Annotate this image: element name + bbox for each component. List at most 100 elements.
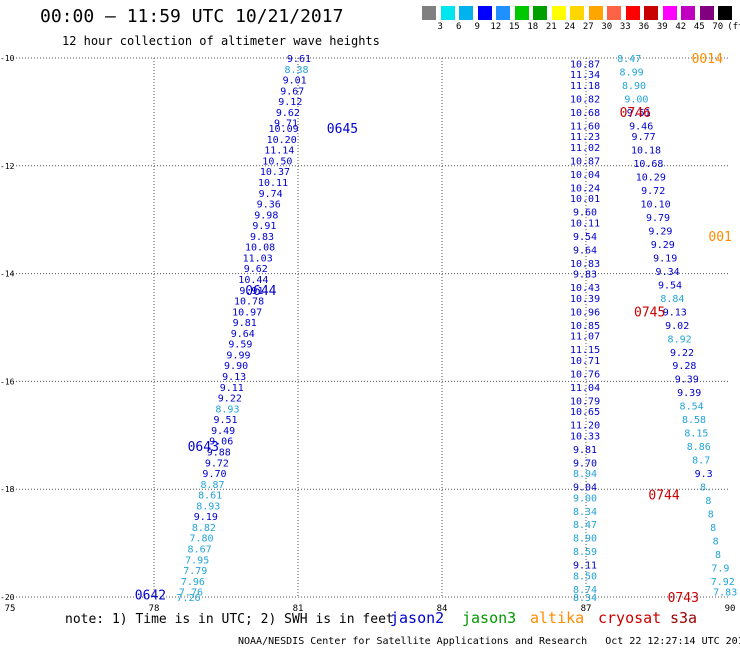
wave-height-value: 9.04 (573, 483, 597, 494)
time-labels: 0645 0644 0643 0642 0746 0745 0744 0743 0014 001 (135, 52, 732, 606)
x-tick-label: 90 (725, 604, 736, 614)
scale-swatch (662, 6, 677, 20)
time-label: 0014 (692, 52, 723, 67)
grid-lines (10, 57, 730, 598)
wave-height-value: 10.44 (238, 275, 268, 286)
wave-height-value: 7.92 (711, 577, 735, 588)
wave-height-value: 9.74 (259, 189, 283, 200)
legend-cryosat: cryosat (598, 609, 662, 627)
scale-label: 18 (527, 22, 539, 32)
scale-label: 9 (474, 22, 480, 32)
wave-height-value: 10.85 (570, 321, 600, 332)
scale-label: 30 (601, 22, 613, 32)
page-subtitle: 12 hour collection of altimeter wave hei… (62, 34, 380, 48)
wave-height-value: 9.79 (646, 213, 670, 224)
x-tick-label: 84 (437, 604, 448, 614)
wave-height-value: 10.24 (570, 183, 600, 194)
time-label: 0644 (245, 284, 276, 299)
wave-height-value: 10.68 (570, 108, 600, 119)
wave-height-value: 11.07 (570, 332, 600, 343)
wave-height-value: 8.34 (573, 507, 597, 518)
scale-swatch (459, 6, 473, 20)
wave-height-value: 9.13 (663, 307, 687, 318)
wave-height-value: 9.19 (653, 253, 677, 264)
wave-height-value: 9.22 (670, 348, 694, 359)
scale-label: 24 (564, 22, 576, 32)
wave-height-value: 8.50 (573, 571, 597, 582)
axis-ticks: 75 78 81 84 87 90 -10 -12 -14 -16 -18 -20 (0, 54, 735, 614)
scale-swatch (533, 6, 547, 20)
y-tick-label: -14 (0, 270, 15, 279)
scale-swatch (588, 6, 603, 20)
wave-height-value: 8.87 (201, 480, 225, 491)
wave-height-value: 9.77 (632, 132, 656, 143)
wave-height-value: 10.11 (570, 218, 600, 229)
wave-height-value: 9.13 (222, 372, 246, 383)
wave-height-value: 10.83 (570, 259, 600, 270)
wave-height-value: 9.59 (228, 340, 252, 351)
wave-height-value: 9.60 (573, 208, 597, 219)
wave-height-value: 8.93 (215, 404, 239, 415)
wave-height-value: 9.12 (278, 97, 302, 108)
wave-height-value: 9.39 (677, 388, 701, 399)
scale-swatch (681, 6, 695, 20)
scale-swatch (422, 6, 436, 20)
wave-height-value: 10.79 (570, 396, 600, 407)
wave-height-value: 7.80 (189, 534, 213, 545)
scale-swatch (496, 6, 510, 20)
wave-height-value: 10.65 (570, 407, 600, 418)
wave-height-value: 9.49 (211, 426, 235, 437)
time-label: 0642 (135, 588, 166, 603)
scale-swatch (718, 6, 732, 20)
wave-height-value: 9.29 (648, 226, 672, 237)
wave-height-value: 11.60 (570, 121, 600, 132)
wave-height-value: 8.67 (188, 544, 212, 555)
x-tick-label: 81 (293, 604, 304, 614)
time-label: 0745 (634, 305, 665, 320)
wave-height-value: 10.08 (245, 243, 275, 254)
wave-height-value: 11.23 (570, 132, 600, 143)
legend-s3a: s3a (670, 609, 698, 627)
wave-height-value: 9.28 (672, 361, 696, 372)
y-tick-label: -12 (0, 162, 15, 171)
wave-height-value: 11.34 (570, 70, 600, 81)
wave-height-value: 7.76 (179, 588, 203, 599)
wave-height-value: 9.64 (231, 329, 255, 340)
wave-height-value: 11.15 (570, 345, 600, 356)
y-tick-label: -18 (0, 485, 15, 494)
wave-height-value: 9.83 (573, 270, 597, 281)
wave-height-value: 11.03 (243, 253, 273, 264)
wave-height-value: 11.14 (264, 146, 294, 157)
wave-height-value: 11.20 (570, 421, 600, 432)
scale-label: 36 (638, 22, 650, 32)
wave-height-value: 9.90 (224, 361, 248, 372)
wave-height-value: 10.43 (570, 283, 600, 294)
wave-height-value: 9.22 (218, 394, 242, 405)
wave-height-value: 8.34 (573, 593, 597, 604)
wave-height-value: 8.61 (198, 491, 222, 502)
wave-height-value: 10.68 (633, 159, 663, 170)
wave-height-value: 9.54 (573, 232, 597, 243)
wave-height-value: 11.02 (570, 143, 600, 154)
y-tick-label: -20 (0, 593, 15, 602)
wave-height-value: 9.83 (250, 232, 274, 243)
data-points: 9.618.389.019.679.129.629.7110.0910.2011… (177, 54, 738, 604)
wave-height-value: 9.71 (274, 119, 298, 130)
wave-height-value: 9.88 (207, 447, 231, 458)
wave-height-value: 10.76 (570, 369, 600, 380)
wave-height-value: 9.62 (244, 264, 268, 275)
scale-swatch (477, 6, 492, 20)
wave-height-value: 8.7 (692, 456, 710, 467)
scale-label: 6 (456, 22, 462, 32)
wave-height-value: 9.81 (573, 445, 597, 456)
wave-height-value: 10.96 (570, 307, 600, 318)
scale-swatch (514, 6, 529, 20)
wave-height-value: 8. (700, 483, 712, 494)
wave-height-value: 8.47 (617, 54, 641, 65)
scale-label: 33 (619, 22, 631, 32)
wave-height-value: 8.38 (285, 65, 309, 76)
wave-height-value: 8 (713, 536, 719, 547)
wave-height-value: 9.61 (287, 54, 311, 65)
